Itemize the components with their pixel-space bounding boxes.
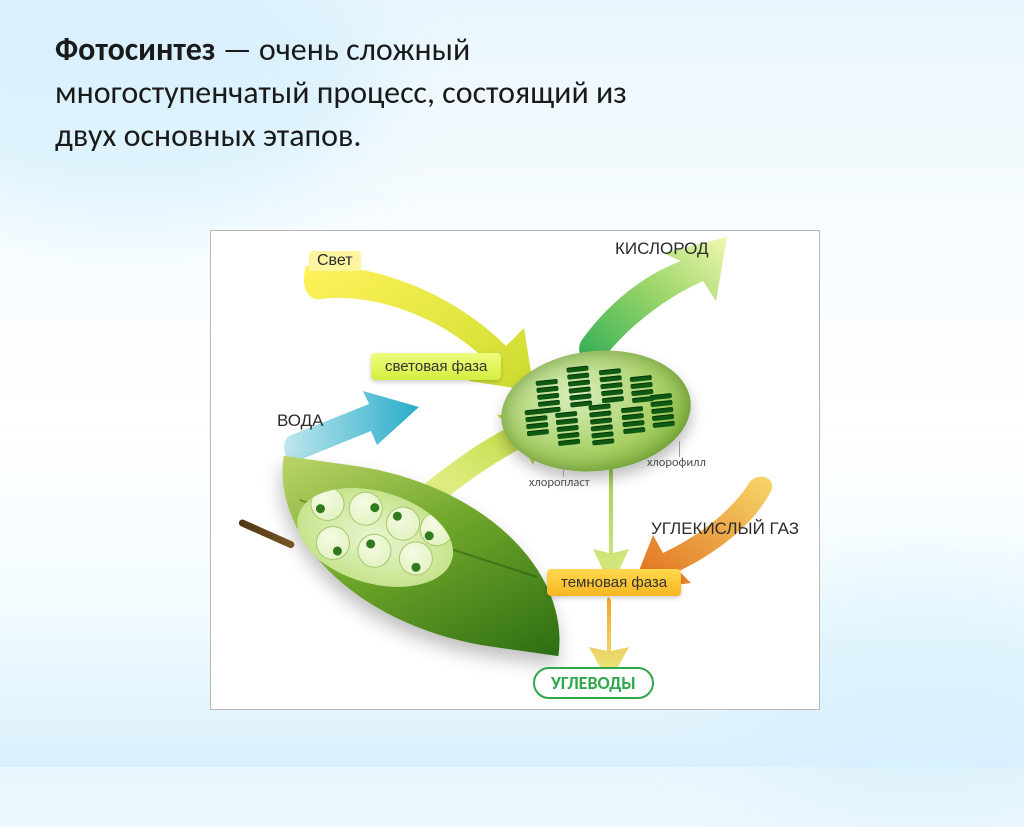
leaf xyxy=(271,476,571,636)
label-oxygen: КИСЛОРОД xyxy=(615,239,709,259)
pointer-chlorophyll xyxy=(679,441,680,457)
label-light: Свет xyxy=(309,251,361,271)
arrow-to-dark-phase xyxy=(593,460,629,587)
title-keyword: Фотосинтез xyxy=(55,30,215,69)
title-line1-rest: — очень сложный xyxy=(215,30,470,69)
label-co2: УГЛЕКИСЛЫЙ ГАЗ xyxy=(651,519,799,539)
light-phase-badge: световая фаза xyxy=(371,353,501,380)
title-line3: двух основных этапов. xyxy=(55,114,955,157)
label-chloroplast: хлоропласт xyxy=(529,475,590,490)
dark-phase-badge: темновая фаза xyxy=(547,569,681,596)
leaf-cells-inset xyxy=(286,471,465,604)
title-line2: многоступенчатый процесс, состоящий из xyxy=(55,71,955,114)
label-water: ВОДА xyxy=(277,411,323,431)
slide-title: Фотосинтез — очень сложный многоступенча… xyxy=(55,28,955,158)
label-chlorophyll: хлорофилл xyxy=(647,455,706,470)
photosynthesis-diagram: световая фаза темновая фаза Свет КИСЛОРО… xyxy=(210,230,820,710)
label-carbs: УГЛЕВОДЫ xyxy=(533,667,654,699)
pointer-chloroplast xyxy=(563,463,564,477)
